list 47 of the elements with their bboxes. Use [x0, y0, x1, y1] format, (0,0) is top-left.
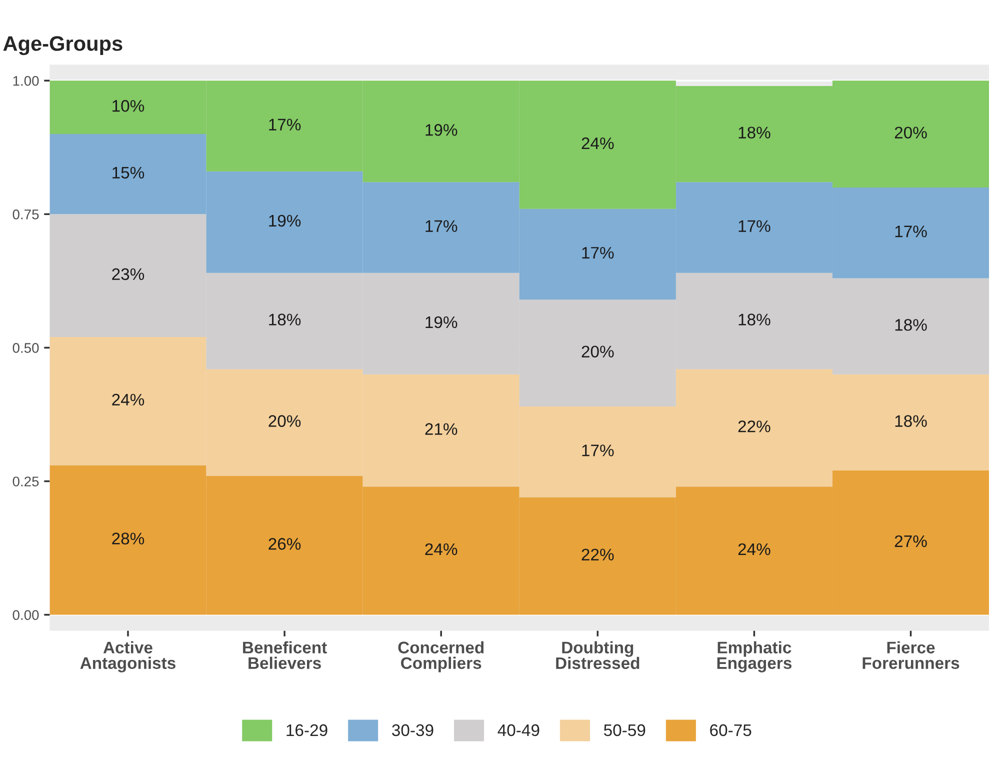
text: 0.75 — [12, 209, 39, 220]
data-label: 19% — [426, 316, 458, 328]
data-label: 17% — [426, 220, 458, 232]
data-label: 10% — [112, 100, 144, 112]
data-label: 17% — [269, 118, 301, 130]
data-label: 18% — [895, 319, 927, 331]
data-label: 24% — [582, 137, 614, 150]
data-label: 24% — [112, 394, 144, 406]
x-tick-label: Beneficent Believers — [243, 641, 327, 669]
data-label: 24% — [738, 543, 770, 556]
data-label: 17% — [738, 220, 770, 232]
data-label: 20% — [582, 346, 614, 358]
legend-label: 40-49 — [498, 724, 540, 736]
data-label: 18% — [269, 314, 301, 326]
data-label: 19% — [269, 214, 301, 227]
data-label: 18% — [895, 415, 927, 427]
data-label: 28% — [112, 532, 144, 544]
data-label: 22% — [738, 420, 770, 432]
x-tick-label: Fierce Forerunners — [862, 641, 960, 669]
data-label: 17% — [895, 226, 927, 238]
text: 0.00 — [12, 610, 39, 620]
text: 1.00 — [13, 76, 39, 86]
chart-title: Age-Groups — [3, 36, 122, 56]
data-label: 20% — [894, 126, 927, 139]
legend-label: 16-29 — [286, 724, 328, 736]
data-label: 27% — [894, 535, 927, 548]
text: 0.25 — [12, 476, 39, 486]
x-tick-label: Emphatic Engagers — [717, 641, 792, 672]
data-label: 21% — [425, 423, 458, 435]
legend-label: 30-39 — [392, 724, 434, 736]
data-label: 24% — [425, 543, 458, 556]
data-label: 20% — [268, 415, 301, 427]
data-label: 23% — [112, 268, 144, 280]
data-label: 17% — [582, 246, 614, 259]
data-label: 26% — [268, 538, 301, 550]
data-label: 18% — [738, 126, 770, 139]
legend-label: 50-59 — [604, 724, 646, 736]
data-label: 15% — [112, 166, 144, 179]
x-tick-label: Concerned Compliers — [398, 641, 484, 672]
x-tick-label: Doubting Distressed — [556, 641, 640, 670]
data-label: 19% — [426, 124, 458, 136]
data-label: 18% — [738, 314, 770, 326]
legend-label: 60-75 — [710, 724, 752, 736]
data-label: 22% — [582, 548, 614, 560]
text: 0.50 — [12, 343, 39, 353]
x-tick-label: Active Antagonists — [80, 641, 176, 672]
data-label: 17% — [582, 444, 614, 456]
